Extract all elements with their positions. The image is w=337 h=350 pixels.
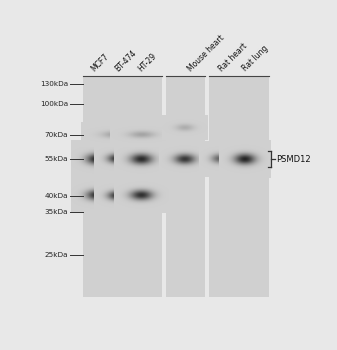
- Text: Mouse heart: Mouse heart: [186, 33, 226, 73]
- Text: PSMD12: PSMD12: [276, 155, 311, 164]
- Text: Rat lung: Rat lung: [241, 44, 270, 73]
- Text: 70kDa: 70kDa: [45, 132, 68, 138]
- Text: 40kDa: 40kDa: [45, 193, 68, 198]
- Bar: [166, 76, 205, 297]
- Text: 35kDa: 35kDa: [45, 209, 68, 215]
- Text: HT-29: HT-29: [136, 51, 158, 73]
- Text: Rat heart: Rat heart: [217, 41, 249, 73]
- Text: 25kDa: 25kDa: [45, 252, 68, 258]
- Text: BT-474: BT-474: [113, 48, 138, 73]
- Bar: [209, 76, 269, 297]
- Text: 55kDa: 55kDa: [45, 156, 68, 162]
- Text: MCF7: MCF7: [89, 52, 111, 73]
- Bar: [83, 76, 162, 297]
- Text: 100kDa: 100kDa: [40, 101, 68, 107]
- Text: 130kDa: 130kDa: [40, 81, 68, 87]
